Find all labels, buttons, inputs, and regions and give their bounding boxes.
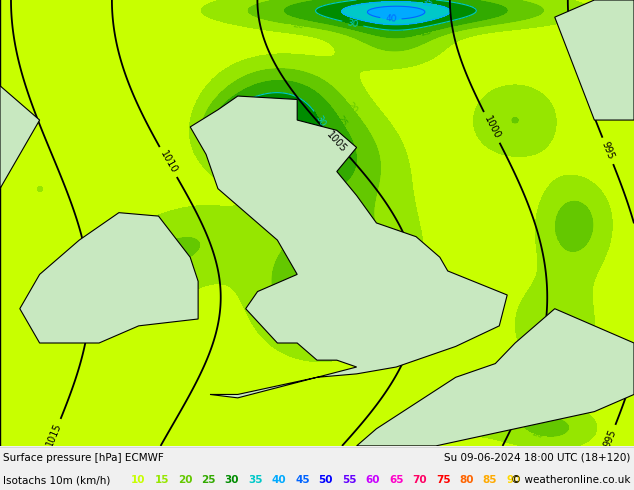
- Text: 35: 35: [249, 475, 262, 485]
- Text: 20: 20: [152, 238, 165, 250]
- Polygon shape: [20, 213, 198, 343]
- Text: 80: 80: [460, 475, 474, 485]
- Text: 75: 75: [436, 475, 451, 485]
- Text: 55: 55: [342, 475, 356, 485]
- Text: © weatheronline.co.uk: © weatheronline.co.uk: [511, 475, 630, 485]
- Text: 45: 45: [295, 475, 310, 485]
- Text: 1010: 1010: [158, 149, 179, 175]
- Text: 40: 40: [235, 133, 249, 147]
- Text: 85: 85: [483, 475, 497, 485]
- Text: 20: 20: [345, 101, 359, 116]
- Text: 995: 995: [602, 428, 618, 448]
- Text: 30: 30: [346, 18, 359, 29]
- Text: Surface pressure [hPa] ECMWF: Surface pressure [hPa] ECMWF: [3, 453, 164, 463]
- Text: 20: 20: [292, 20, 305, 30]
- Text: 1005: 1005: [324, 129, 348, 154]
- Text: 30: 30: [225, 475, 239, 485]
- Text: Su 09-06-2024 18:00 UTC (18+120): Su 09-06-2024 18:00 UTC (18+120): [444, 453, 631, 463]
- Text: 10: 10: [131, 475, 145, 485]
- Text: Isotachs 10m (km/h): Isotachs 10m (km/h): [3, 475, 110, 485]
- Text: 70: 70: [412, 475, 427, 485]
- Text: 65: 65: [389, 475, 403, 485]
- Text: 40: 40: [385, 14, 397, 24]
- Polygon shape: [356, 309, 634, 446]
- Text: 995: 995: [600, 141, 616, 161]
- Text: 1000: 1000: [482, 114, 501, 141]
- Polygon shape: [0, 86, 39, 189]
- Text: 35: 35: [264, 136, 279, 149]
- Text: 50: 50: [319, 475, 333, 485]
- Text: 20: 20: [178, 475, 192, 485]
- Text: 30: 30: [313, 114, 327, 128]
- Text: 25: 25: [202, 475, 216, 485]
- Text: 90: 90: [507, 475, 521, 485]
- Text: 60: 60: [366, 475, 380, 485]
- Polygon shape: [190, 96, 507, 398]
- Polygon shape: [555, 0, 634, 120]
- Text: 25: 25: [420, 26, 433, 38]
- Text: 15: 15: [155, 475, 169, 485]
- Text: 35: 35: [421, 0, 434, 9]
- Text: 25: 25: [335, 115, 348, 129]
- Text: 1015: 1015: [45, 422, 63, 448]
- Text: 40: 40: [271, 475, 287, 485]
- Text: 20: 20: [530, 428, 544, 440]
- Text: 20: 20: [551, 229, 563, 243]
